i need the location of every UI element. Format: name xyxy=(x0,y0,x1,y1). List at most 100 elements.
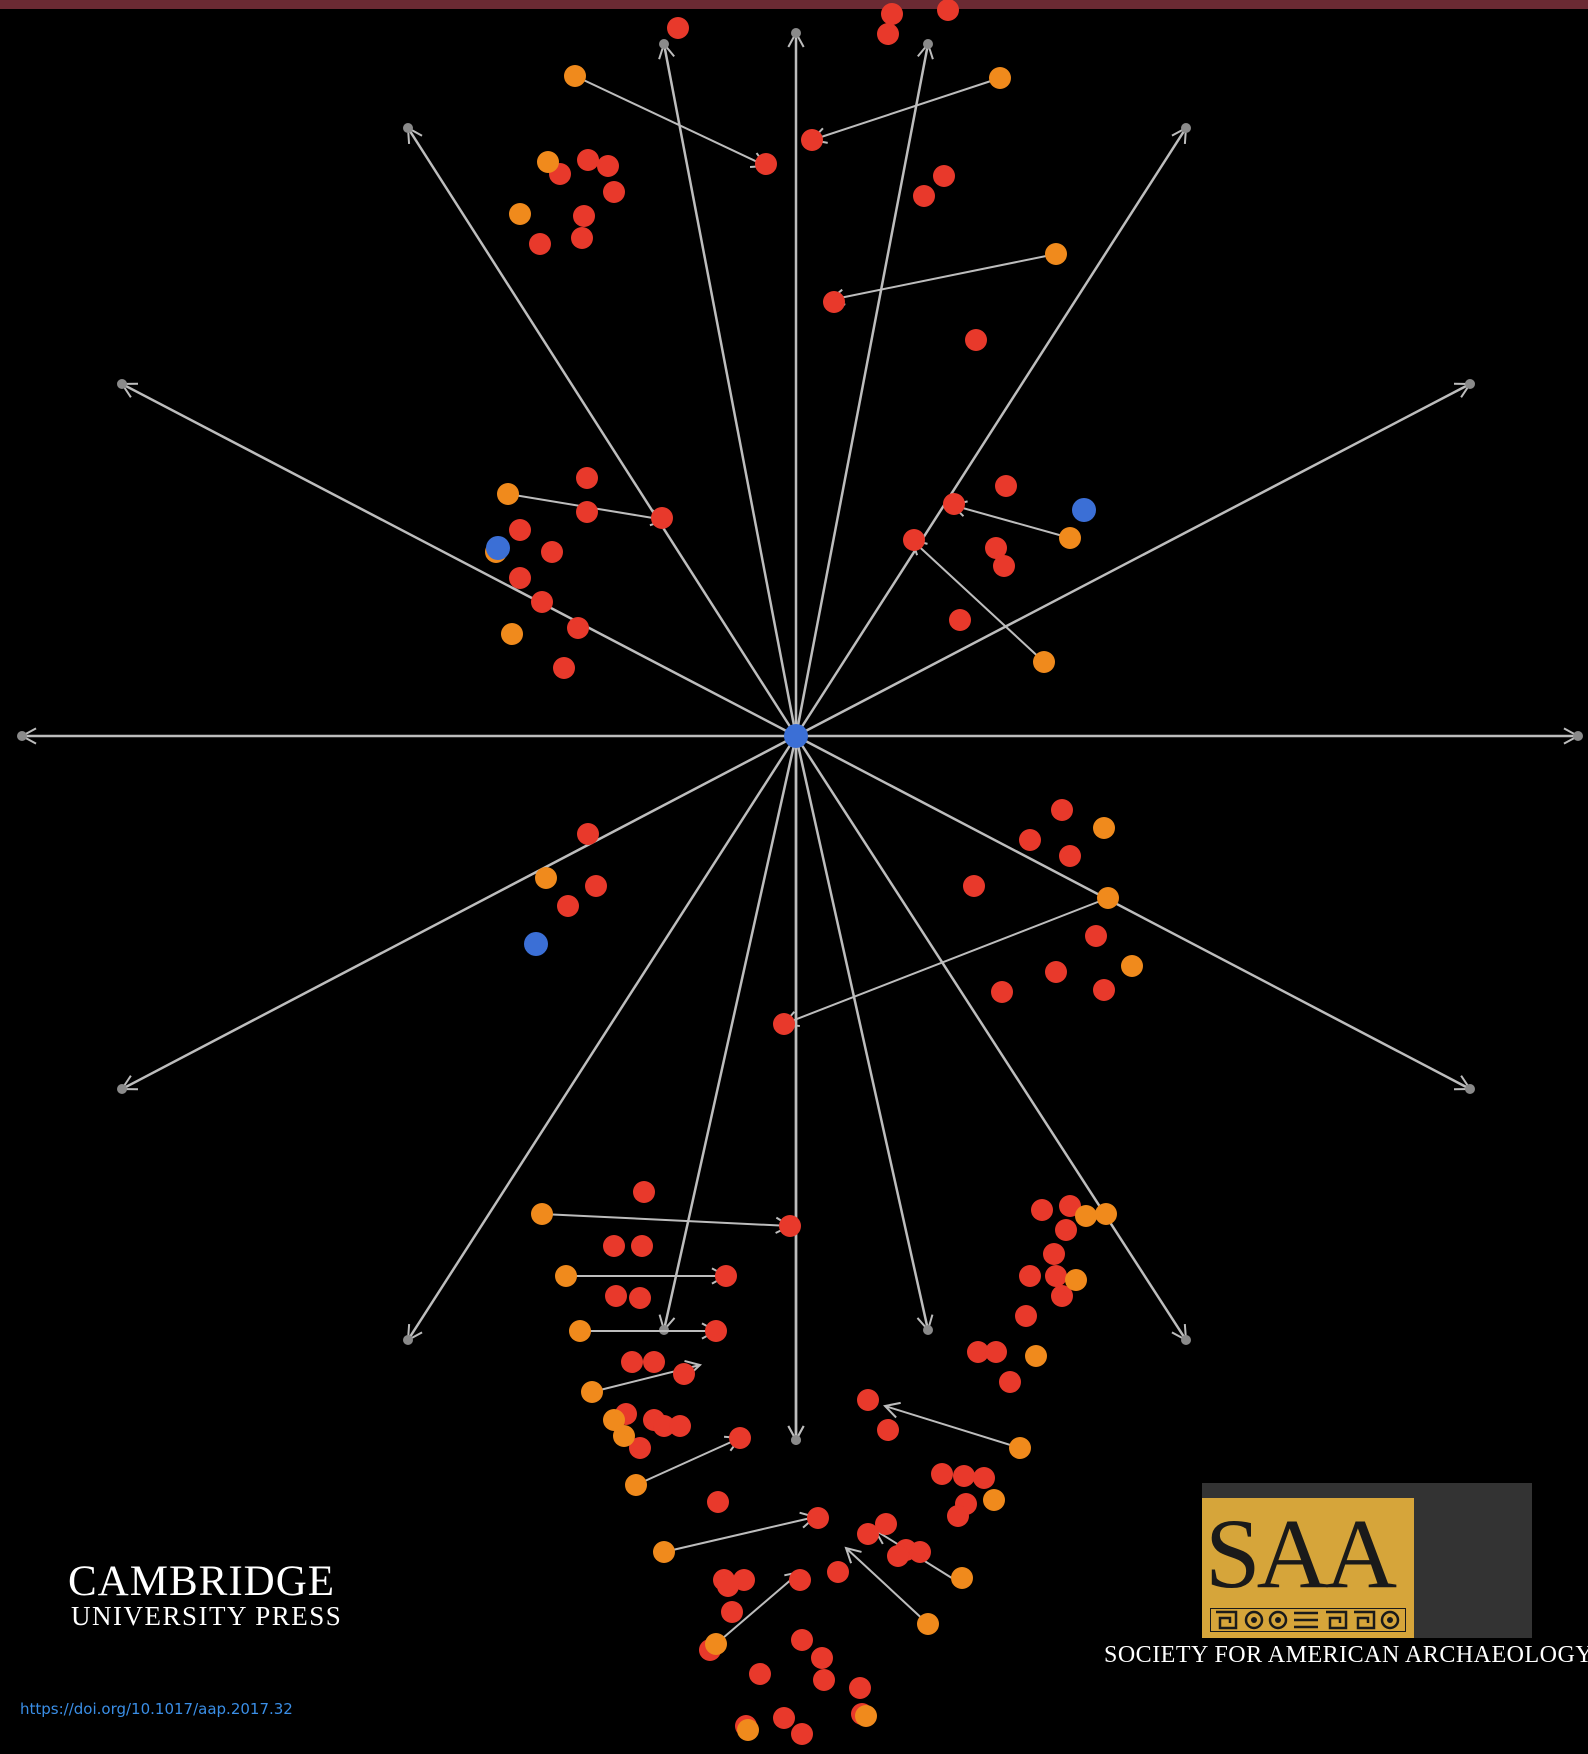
network-node-red xyxy=(749,1663,771,1685)
network-node-red xyxy=(621,1351,643,1373)
network-node-red xyxy=(603,1235,625,1257)
network-node-red xyxy=(509,519,531,541)
network-node-red xyxy=(605,1285,627,1307)
network-node-red xyxy=(993,555,1015,577)
network-node-orange xyxy=(653,1541,675,1563)
network-node-orange xyxy=(603,1409,625,1431)
network-node-red xyxy=(1051,1285,1073,1307)
network-node-red xyxy=(985,537,1007,559)
network-link xyxy=(845,1547,929,1625)
network-node-red xyxy=(813,1669,835,1691)
network-link xyxy=(635,1437,741,1486)
network-node-red xyxy=(509,567,531,589)
network-ray xyxy=(794,127,1188,737)
network-node-red xyxy=(557,895,579,917)
network-node-red xyxy=(791,1629,813,1651)
network-node-red xyxy=(887,1545,909,1567)
network-node-red xyxy=(1085,925,1107,947)
network-node-red xyxy=(597,155,619,177)
network-node-red xyxy=(1045,1265,1067,1287)
network-node-red xyxy=(1031,1199,1053,1221)
doi-link[interactable]: https://doi.org/10.1017/aap.2017.32 xyxy=(20,1700,293,1718)
network-node-red xyxy=(576,467,598,489)
network-node-red xyxy=(529,233,551,255)
network-node-red xyxy=(789,1569,811,1591)
network-node-orange xyxy=(569,1320,591,1342)
network-node-red xyxy=(991,981,1013,1003)
network-node-red xyxy=(937,0,959,21)
ray-end-node xyxy=(403,1335,413,1345)
network-node-red xyxy=(571,227,593,249)
network-node-red xyxy=(881,3,903,25)
network-link xyxy=(951,504,1071,539)
ray-end-node xyxy=(117,379,127,389)
network-node-red xyxy=(576,501,598,523)
network-node-red xyxy=(903,529,925,551)
saa-logo-emblem: SAA xyxy=(1202,1498,1414,1638)
network-node-red xyxy=(1045,961,1067,983)
network-node-red xyxy=(1059,845,1081,867)
network-node-orange xyxy=(535,867,557,889)
network-node-red xyxy=(827,1561,849,1583)
network-node-orange xyxy=(564,65,586,87)
network-node-red xyxy=(541,541,563,563)
network-ray xyxy=(794,735,930,1331)
network-node-red xyxy=(967,1341,989,1363)
network-node-red xyxy=(667,17,689,39)
network-node-orange xyxy=(917,1613,939,1635)
network-node-red xyxy=(629,1437,651,1459)
network-node-red xyxy=(721,1601,743,1623)
network-ray xyxy=(794,43,930,737)
network-node-red xyxy=(999,1371,1021,1393)
network-node-red xyxy=(773,1707,795,1729)
ray-end-node xyxy=(1465,1084,1475,1094)
network-node-red xyxy=(603,181,625,203)
network-node-blue xyxy=(1072,498,1096,522)
network-node-orange xyxy=(497,483,519,505)
network-ray xyxy=(121,734,797,1091)
network-node-orange xyxy=(705,1633,727,1655)
network-node-red xyxy=(875,1513,897,1535)
network-node-red xyxy=(1043,1243,1065,1265)
network-node-red xyxy=(801,129,823,151)
network-node-orange xyxy=(555,1265,577,1287)
network-node-red xyxy=(877,23,899,45)
ray-end-node xyxy=(17,731,27,741)
network-node-red xyxy=(995,475,1017,497)
network-link xyxy=(884,1405,1021,1449)
network-link xyxy=(574,75,767,167)
network-node-red xyxy=(849,1677,871,1699)
network-node-orange xyxy=(531,1203,553,1225)
network-node-orange xyxy=(951,1567,973,1589)
network-node-red xyxy=(1059,1195,1081,1217)
network-node-red xyxy=(857,1389,879,1411)
network-node-orange xyxy=(737,1719,759,1741)
network-node-red xyxy=(909,1541,931,1563)
network-link xyxy=(811,77,1001,141)
network-node-red xyxy=(1051,799,1073,821)
network-ray xyxy=(795,382,1471,738)
network-node-red xyxy=(965,329,987,351)
network-node-orange xyxy=(1121,955,1143,977)
network-node-orange xyxy=(625,1474,647,1496)
network-node-red xyxy=(1015,1305,1037,1327)
society-name: SOCIETY FOR AMERICAN ARCHAEOLOGY xyxy=(1104,1642,1588,1668)
network-node-orange xyxy=(855,1705,877,1727)
network-ray xyxy=(406,127,798,737)
network-node-orange xyxy=(1025,1345,1047,1367)
network-node-red xyxy=(791,1723,813,1745)
network-node-orange xyxy=(989,67,1011,89)
network-node-red xyxy=(705,1320,727,1342)
network-link xyxy=(829,253,1057,301)
network-node-red xyxy=(585,875,607,897)
network-node-red xyxy=(985,1341,1007,1363)
network-node-red xyxy=(857,1523,879,1545)
network-node-red xyxy=(1055,1219,1077,1241)
network-node-red xyxy=(953,1465,975,1487)
network-ray xyxy=(662,735,798,1331)
network-node-red xyxy=(877,1419,899,1441)
network-node-red xyxy=(567,617,589,639)
network-node-red xyxy=(1019,1265,1041,1287)
network-node-red xyxy=(943,493,965,515)
